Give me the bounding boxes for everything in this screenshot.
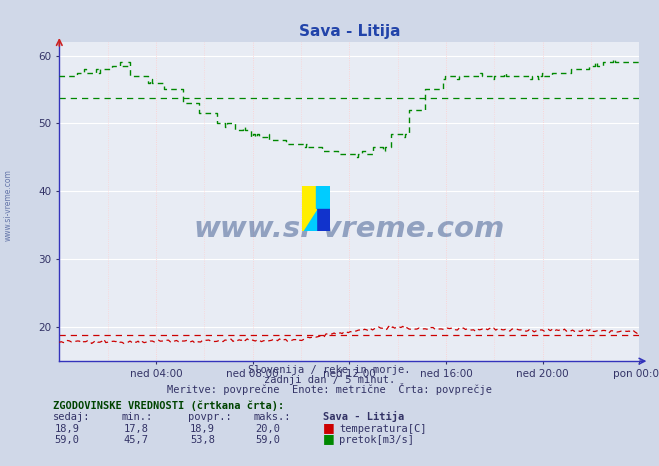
Text: www.si-vreme.com: www.si-vreme.com — [4, 169, 13, 241]
Text: 18,9: 18,9 — [55, 424, 80, 433]
Text: povpr.:: povpr.: — [188, 412, 231, 422]
Text: zadnji dan / 5 minut.: zadnji dan / 5 minut. — [264, 375, 395, 385]
Bar — [316, 209, 330, 231]
Text: ■: ■ — [323, 421, 335, 434]
Text: sedaj:: sedaj: — [53, 412, 90, 422]
Polygon shape — [302, 209, 316, 231]
Bar — [302, 186, 316, 209]
Text: www.si-vreme.com: www.si-vreme.com — [194, 215, 505, 243]
Text: Sava - Litija: Sava - Litija — [323, 411, 404, 422]
Text: 59,0: 59,0 — [55, 435, 80, 445]
Text: 53,8: 53,8 — [190, 435, 215, 445]
Text: ■: ■ — [323, 432, 335, 445]
Text: 18,9: 18,9 — [190, 424, 215, 433]
Text: 59,0: 59,0 — [256, 435, 281, 445]
Text: maks.:: maks.: — [254, 412, 291, 422]
Text: min.:: min.: — [122, 412, 153, 422]
Title: Sava - Litija: Sava - Litija — [299, 24, 400, 40]
Bar — [316, 186, 330, 209]
Text: 17,8: 17,8 — [124, 424, 149, 433]
Text: 45,7: 45,7 — [124, 435, 149, 445]
Text: pretok[m3/s]: pretok[m3/s] — [339, 435, 415, 445]
Text: 20,0: 20,0 — [256, 424, 281, 433]
Text: Meritve: povprečne  Enote: metrične  Črta: povprečje: Meritve: povprečne Enote: metrične Črta:… — [167, 384, 492, 395]
Text: temperatura[C]: temperatura[C] — [339, 424, 427, 433]
Text: Slovenija / reke in morje.: Slovenija / reke in morje. — [248, 365, 411, 375]
Text: ZGODOVINSKE VREDNOSTI (črtkana črta):: ZGODOVINSKE VREDNOSTI (črtkana črta): — [53, 401, 284, 411]
Polygon shape — [302, 209, 316, 231]
